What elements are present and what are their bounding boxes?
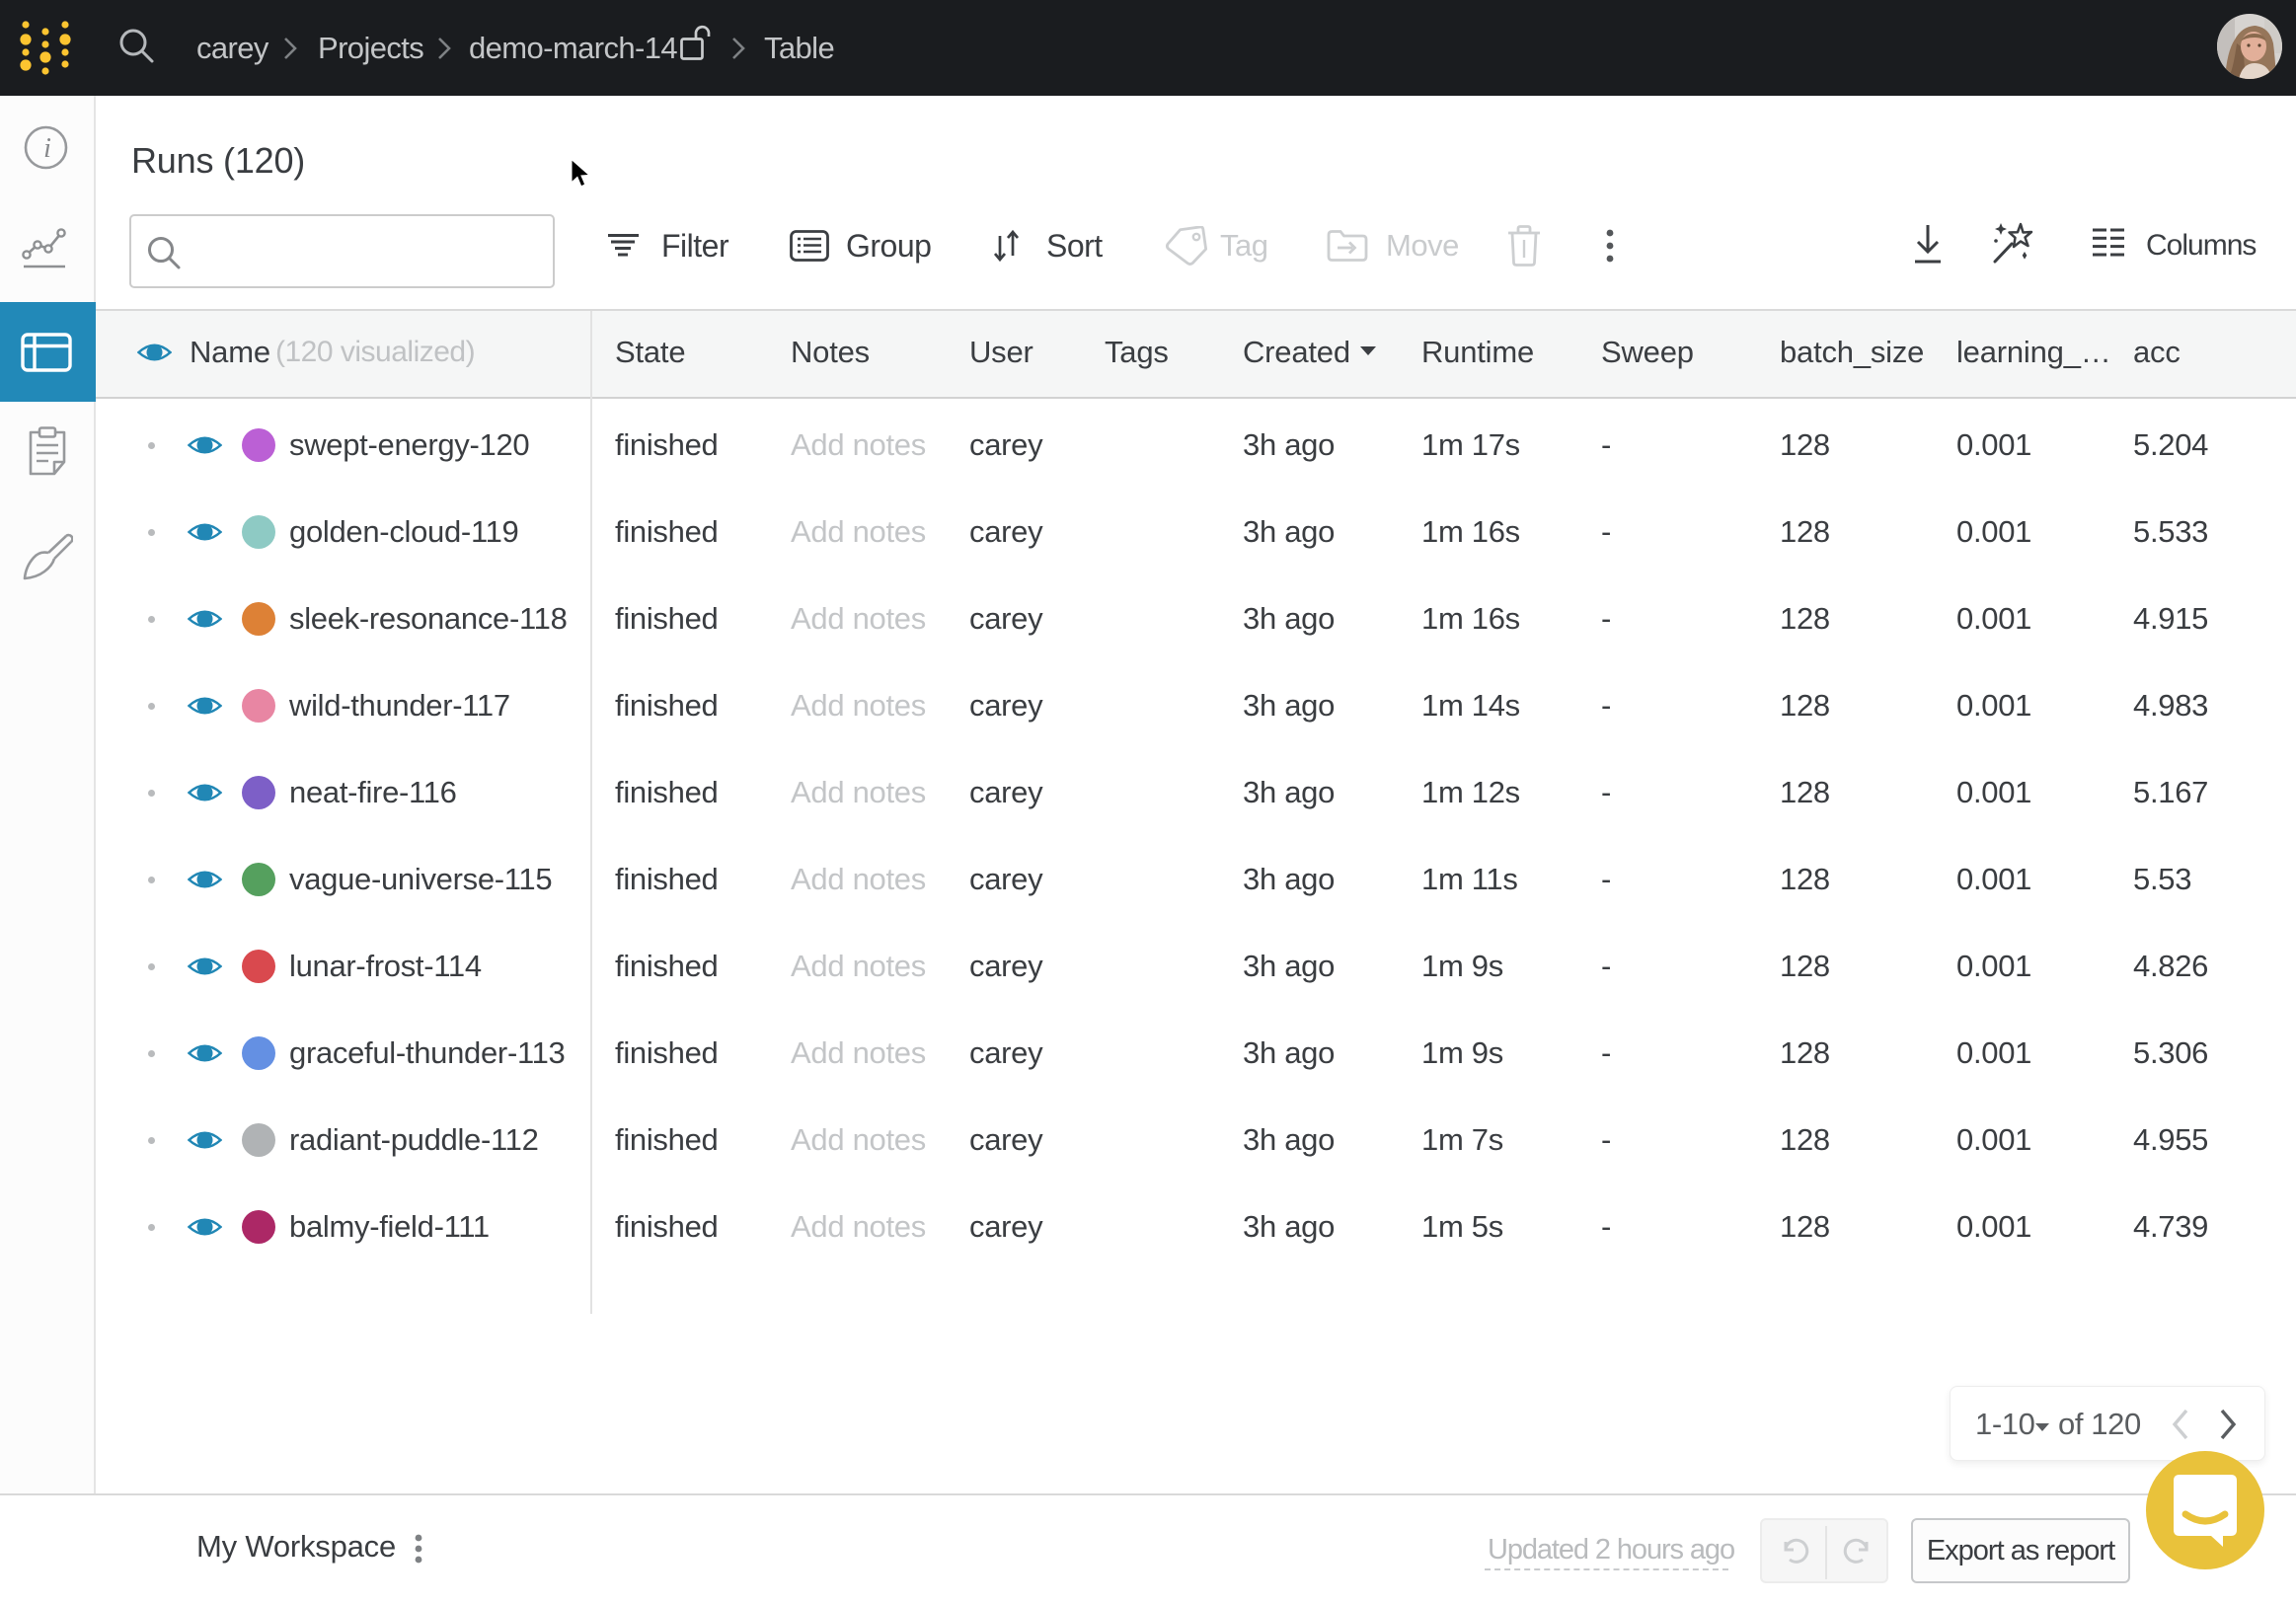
svg-text:i: i: [43, 133, 51, 164]
